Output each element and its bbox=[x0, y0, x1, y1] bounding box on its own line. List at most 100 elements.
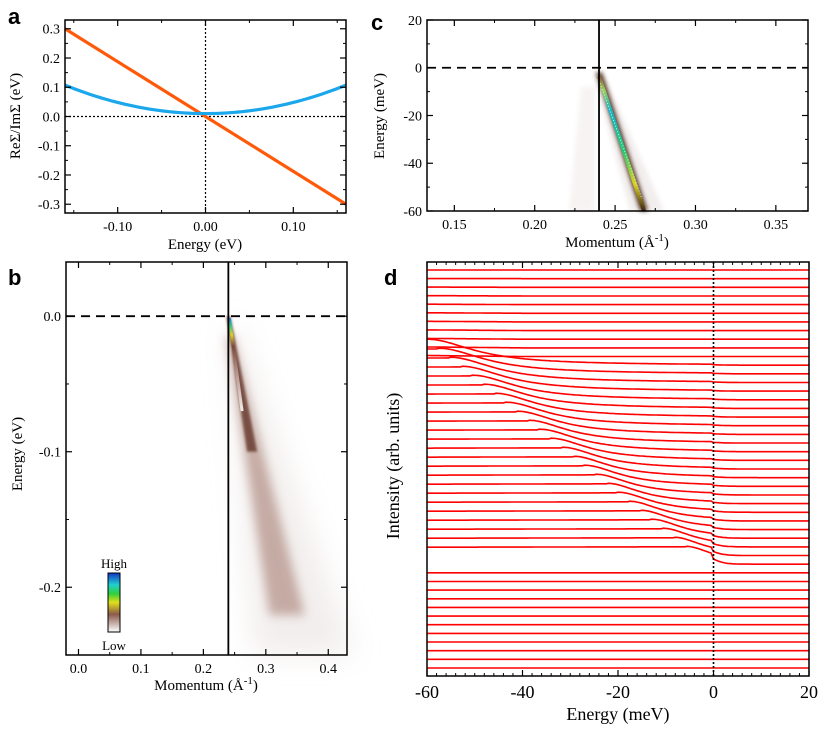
panel-b-frame bbox=[65, 261, 348, 656]
panel-b-xlabel-exp: -1 bbox=[244, 675, 253, 687]
panel-a-ytick-label: -0.3 bbox=[38, 198, 60, 213]
panel-d-xtick-label: -20 bbox=[606, 682, 630, 702]
panel-d-xtick-label: -60 bbox=[415, 682, 439, 702]
panel-b: b High Low 0.0 0.1 0.2 0.3 0.4 0.0 -0.1 -0.2 Mo… bbox=[8, 261, 355, 694]
panel-d-spectrum-line bbox=[427, 482, 809, 505]
panel-c-band-core bbox=[597, 75, 646, 212]
panel-d-spectrum-line bbox=[427, 346, 809, 349]
panel-d-spectrum-line bbox=[427, 527, 809, 548]
panel-d-spectrum-line bbox=[427, 320, 809, 323]
panel-c-xtick-label: 0.20 bbox=[522, 218, 547, 233]
panel-c-ytick-label: 0 bbox=[415, 62, 422, 77]
panel-d-spectrum-line bbox=[427, 401, 809, 427]
panel-a-ticks: -0.10 0.00 0.10 0.3 0.2 0.1 0.0 -0.1 -0.2 -0.3 bbox=[38, 20, 346, 235]
panel-d-spectrum-line bbox=[427, 374, 809, 401]
panel-c-band-tail bbox=[569, 86, 596, 211]
panel-b-ytick-label: -0.1 bbox=[39, 446, 61, 461]
panel-d-spectrum-line bbox=[427, 329, 809, 332]
panel-d-spectrum-line bbox=[427, 455, 809, 479]
panel-c-xtick-label: 0.25 bbox=[603, 218, 628, 233]
colorbar-gradient bbox=[107, 572, 121, 633]
panel-a: a -0.10 0.00 0.100.30.20.10.0-0.1-0.2-0.3 … bbox=[8, 4, 347, 253]
panel-d-spectrum-line bbox=[427, 437, 809, 462]
panel-c-spectral-map bbox=[569, 72, 665, 212]
panel-c-ylabel: Energy (meV) bbox=[372, 73, 388, 159]
panel-d-spectrum-line bbox=[427, 354, 809, 358]
panel-b-band-halo bbox=[228, 326, 355, 655]
panel-a-ytick-label: 0.3 bbox=[43, 23, 61, 38]
panel-d-spectrum-line bbox=[427, 509, 809, 531]
colorbar-low-label: Low bbox=[102, 638, 126, 653]
panel-d-spectrum-line bbox=[427, 491, 809, 514]
panel-b-xtick-label: 0.4 bbox=[320, 662, 338, 677]
panel-b-xtick-label: 0.0 bbox=[70, 662, 88, 677]
panel-c-ticks: 0.15 0.20 0.25 0.30 0.35 20 0 -20 -40 -60 bbox=[403, 14, 808, 233]
panel-c: c 0.15 0.20 0.25 0.30 0.35 20 0 -20 -40 -60 Momen… bbox=[371, 10, 809, 251]
panel-b-xlabel-close: ) bbox=[253, 678, 258, 694]
panel-c-xlabel-close: ) bbox=[664, 235, 669, 251]
panel-d-spectrum-line bbox=[427, 338, 809, 367]
panel-a-xtick-label: 0.00 bbox=[193, 220, 218, 235]
panel-d-xtick-label: 20 bbox=[800, 682, 818, 702]
panel-d-spectra-clip bbox=[427, 269, 809, 669]
panel-d-spectrum-line bbox=[427, 337, 809, 341]
panel-c-band-highlight bbox=[598, 80, 643, 200]
colorbar-high-label: High bbox=[101, 556, 128, 571]
panel-c-xlabel-main: Momentum ( bbox=[565, 235, 644, 251]
panel-label-c: c bbox=[371, 10, 383, 35]
panel-d-spectrum-line bbox=[427, 464, 809, 488]
panel-b-spectral-map bbox=[226, 316, 355, 655]
panel-a-series bbox=[64, 27, 347, 206]
panel-d: d -60 -40 -20 0 20 Energy (meV) Intensity (a… bbox=[383, 261, 818, 725]
panel-b-ylabel: Energy (eV) bbox=[10, 417, 26, 491]
panel-d-spectrum-line bbox=[427, 347, 809, 375]
panel-c-xlabel-exp: -1 bbox=[655, 232, 664, 244]
panel-b-ytick-label: 0.0 bbox=[44, 310, 62, 325]
panel-b-ytick-label: -0.2 bbox=[39, 581, 61, 596]
panel-c-ytick-label: -20 bbox=[403, 109, 422, 124]
panel-b-xlabel-main: Momentum ( bbox=[154, 678, 233, 694]
panel-b-xtick-label: 0.1 bbox=[132, 662, 150, 677]
panel-label-a: a bbox=[8, 4, 21, 29]
panel-d-xtick-label: -40 bbox=[511, 682, 535, 702]
panel-a-ylabel: ReΣ/ImΣ (eV) bbox=[8, 73, 24, 159]
panel-a-series-re bbox=[64, 27, 347, 206]
panel-d-spectrum-line bbox=[427, 365, 809, 392]
panel-c-xtick-label: 0.35 bbox=[764, 218, 789, 233]
panel-c-xlabel: Momentum (Å-1) bbox=[565, 232, 669, 251]
panel-d-spectrum-line bbox=[427, 356, 809, 384]
panel-c-xtick-label: 0.15 bbox=[442, 218, 467, 233]
panel-d-spectrum-line bbox=[427, 383, 809, 410]
panel-c-ytick-label: -60 bbox=[403, 205, 422, 220]
panel-d-spectrum-line bbox=[427, 410, 809, 436]
panel-d-spectrum-line bbox=[427, 419, 809, 444]
panel-b-xtick-label: 0.2 bbox=[195, 662, 213, 677]
panel-a-ytick-label: 0.2 bbox=[43, 52, 61, 67]
panel-a-ytick-label: 0.1 bbox=[43, 81, 61, 96]
panel-d-spectrum-line bbox=[427, 545, 809, 566]
panel-d-spectrum-line bbox=[427, 500, 809, 522]
panel-a-xtick-label: 0.10 bbox=[281, 220, 306, 235]
panel-a-ytick-label: 0.0 bbox=[43, 110, 61, 125]
panel-d-xlabel: Energy (meV) bbox=[566, 704, 669, 725]
panel-b-band-core bbox=[227, 318, 244, 412]
panel-c-xtick-label: 0.30 bbox=[683, 218, 708, 233]
panel-b-reference-lines bbox=[66, 262, 347, 655]
panel-a-series-im bbox=[64, 83, 347, 116]
panel-b-xlabel-unit: Å bbox=[233, 678, 244, 694]
panel-c-xlabel-unit: Å bbox=[644, 235, 655, 251]
panel-b-ticks: 0.0 0.1 0.2 0.3 0.4 0.0 -0.1 -0.2 bbox=[39, 262, 347, 677]
panel-d-spectrum-line bbox=[427, 392, 809, 418]
panel-a-ytick-label: -0.2 bbox=[38, 169, 60, 184]
colorbar: High Low bbox=[101, 556, 128, 653]
panel-d-spectra bbox=[427, 262, 809, 676]
panel-d-spectrum-line bbox=[427, 536, 809, 557]
panel-d-spectrum-line bbox=[427, 428, 809, 453]
panel-b-xtick-label: 0.3 bbox=[257, 662, 275, 677]
panel-c-ytick-label: 20 bbox=[408, 14, 422, 29]
panel-d-spectrum-line bbox=[427, 518, 809, 540]
panel-label-b: b bbox=[8, 265, 21, 290]
panel-d-spectrum-line bbox=[427, 446, 809, 470]
panel-label-d: d bbox=[384, 265, 397, 290]
